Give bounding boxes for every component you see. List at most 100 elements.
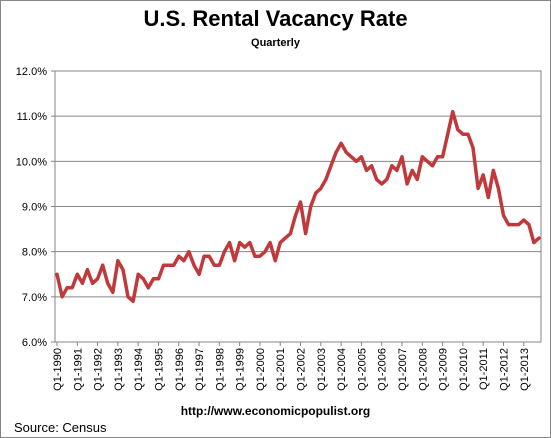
x-tick-label: Q1-2009 [438,348,450,391]
x-tick-label: Q1-2011 [478,348,490,390]
data-point [476,186,480,190]
data-point [207,254,211,258]
data-point [507,223,511,227]
data-point [537,236,541,240]
data-point [111,290,115,294]
data-point [162,263,165,267]
x-tick-label: Q1-2008 [417,348,429,391]
data-point [70,286,74,290]
data-point [532,241,536,245]
data-point [405,182,409,186]
data-point [172,263,176,267]
data-point [192,263,196,267]
data-point [395,168,399,172]
y-tick-label: 8.0% [22,247,47,259]
data-point [75,272,79,276]
data-point [167,263,171,267]
data-point [370,164,374,168]
data-point [273,259,277,263]
x-tick-label: Q1-2010 [458,348,470,391]
data-point [354,159,358,163]
data-point [80,281,84,285]
data-point [390,164,394,168]
data-point [522,218,526,222]
data-point [151,277,155,281]
data-point [238,241,242,245]
x-tick-label: Q1-1999 [235,348,247,391]
data-point [136,272,140,276]
source-note: Source: Census [14,420,107,435]
data-point [263,250,267,254]
y-tick-label: 7.0% [22,292,47,304]
data-point [228,241,231,245]
data-point [253,254,257,258]
data-point [146,286,150,290]
data-point [288,232,292,236]
data-point [329,164,333,168]
data-point [101,263,105,267]
x-tick-label: Q1-2013 [519,348,531,391]
x-tick-label: Q1-1998 [214,348,226,391]
data-point [512,223,516,227]
x-tick-label: Q1-1995 [153,348,165,391]
data-point [496,186,500,190]
data-point [375,177,379,181]
data-point [233,259,237,263]
data-point [283,236,287,240]
data-point [96,277,100,281]
data-point [258,254,262,258]
y-tick-label: 11.0% [17,111,48,123]
data-point [309,205,313,208]
x-tick-label: Q1-2003 [316,348,328,391]
data-point [55,272,59,276]
data-point [410,168,414,172]
data-point [65,286,69,290]
data-point [60,295,64,299]
data-point [121,268,125,272]
x-tick-label: Q1-2012 [498,348,510,391]
data-point [425,159,429,163]
data-point [461,132,465,136]
data-point [304,232,308,236]
data-point [141,277,145,281]
x-tick-label: Q1-1992 [93,348,105,391]
data-point [314,191,318,195]
y-tick-label: 9.0% [22,202,47,214]
y-tick-label: 12.0% [16,66,47,78]
data-point [466,132,470,136]
data-point [212,263,216,267]
chart-title: U.S. Rental Vacancy Rate [143,6,408,31]
data-point [248,241,252,245]
x-tick-label: Q1-1997 [194,348,206,391]
data-point [116,259,120,263]
data-point [415,177,419,181]
data-point [451,110,455,114]
data-point [187,250,191,254]
data-point [177,254,181,258]
data-point [380,182,384,186]
data-point [157,277,160,281]
data-point [299,200,302,204]
data-point [202,254,206,258]
data-point [527,223,531,227]
x-tick-label: Q1-2006 [377,348,389,391]
data-point [222,250,226,254]
data-point [319,186,323,190]
source-url[interactable]: http://www.economicpopulist.org [180,404,371,418]
chart-subtitle: Quarterly [251,37,300,49]
data-point [126,295,130,299]
data-point [436,155,439,159]
data-point [197,272,201,276]
data-point [278,241,282,245]
x-tick-label: Q1-2004 [336,348,348,391]
x-tick-label: Q1-1996 [174,348,186,391]
data-point [517,223,521,227]
data-point [446,132,450,136]
x-tick-label: Q1-2001 [275,348,287,391]
data-point [359,155,363,159]
x-tick-label: Q1-2002 [296,348,308,391]
data-point [365,168,368,172]
data-point [131,299,135,303]
x-tick-label: Q1-1990 [52,348,64,391]
